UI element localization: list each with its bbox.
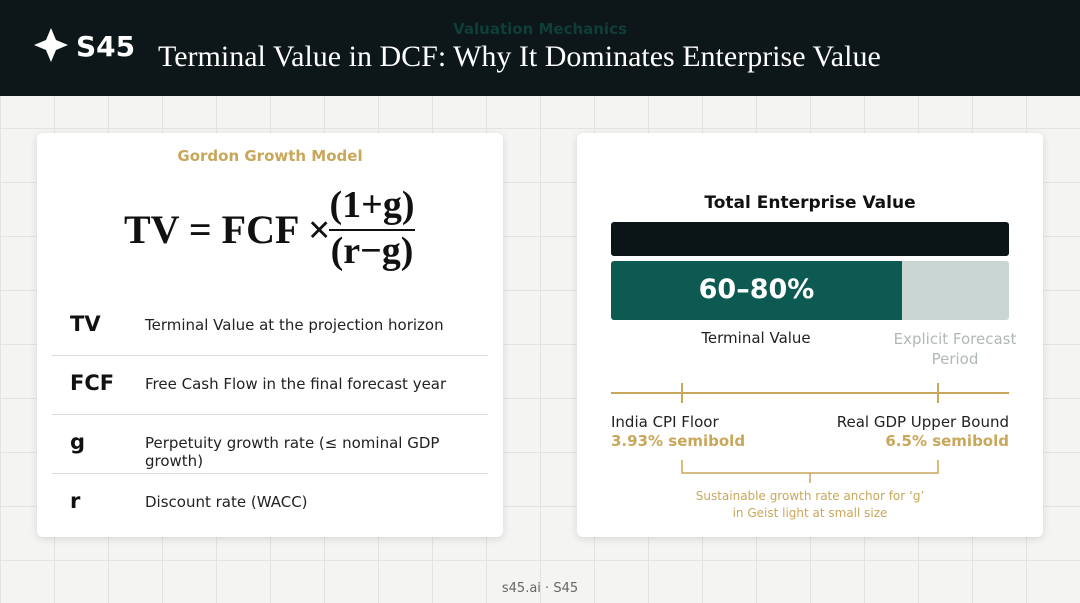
fraction-bar — [329, 229, 415, 231]
definition-symbol: r — [70, 489, 81, 513]
footer: s45.ai · S45 — [501, 581, 579, 596]
formula-lhs: TV = FCF × — [124, 207, 331, 252]
logo-icon — [34, 28, 68, 62]
formula-denominator: (r−g) — [330, 230, 414, 272]
definition-symbol: TV — [70, 312, 101, 336]
low-value: 3.93% semibold — [611, 432, 746, 450]
brand: S45 — [76, 30, 136, 63]
explicit-label: Explicit Forecast Period — [893, 330, 1017, 368]
definition-row: FCF Free Cash Flow in the final forecast … — [52, 355, 488, 415]
terminal-bar — [611, 261, 902, 320]
ev-bar — [611, 222, 1009, 256]
card-title: Total Enterprise Value — [704, 193, 916, 213]
definition-text: Discount rate (WACC) — [145, 493, 308, 511]
formula-numerator: (1+g) — [329, 184, 415, 226]
definition-symbol: FCF — [70, 371, 115, 395]
definition-row: g Perpetuity growth rate (≤ nominal GDP g… — [52, 414, 488, 474]
card-label: Gordon Growth Model — [177, 147, 363, 165]
definition-symbol: g — [70, 430, 86, 454]
formula-card: Gordon Growth Model TV = FCF × (1+g) (r−… — [37, 133, 503, 537]
title: Terminal Value in DCF: Why It Dominates … — [158, 40, 881, 73]
range-lines — [611, 383, 1009, 483]
note-line: Sustainable growth rate anchor for ‘g’ — [695, 489, 925, 503]
share-label: 60–80% — [698, 274, 815, 305]
value-card: Total Enterprise Value 60–80% Terminal V… — [577, 133, 1043, 537]
low-label: India CPI Floor — [611, 413, 719, 431]
explicit-bar — [902, 261, 1009, 320]
definition-text: Free Cash Flow in the final forecast yea… — [145, 375, 447, 393]
high-value: 6.5% semibold — [885, 432, 1009, 450]
definition-text: Perpetuity growth rate (≤ nominal GDP gr… — [145, 434, 440, 470]
definition-row: TV Terminal Value at the projection horiz… — [52, 296, 488, 356]
high-label: Real GDP Upper Bound — [836, 413, 1009, 431]
definition-row: r Discount rate (WACC) — [52, 473, 488, 532]
kicker: Valuation Mechanics — [453, 20, 627, 38]
header: S45 Valuation Mechanics Terminal Value i… — [0, 0, 1080, 96]
definition-text: Terminal Value at the projection horizon — [145, 316, 444, 334]
note-line: in Geist light at small size — [732, 506, 888, 520]
terminal-label: Terminal Value — [701, 329, 811, 347]
